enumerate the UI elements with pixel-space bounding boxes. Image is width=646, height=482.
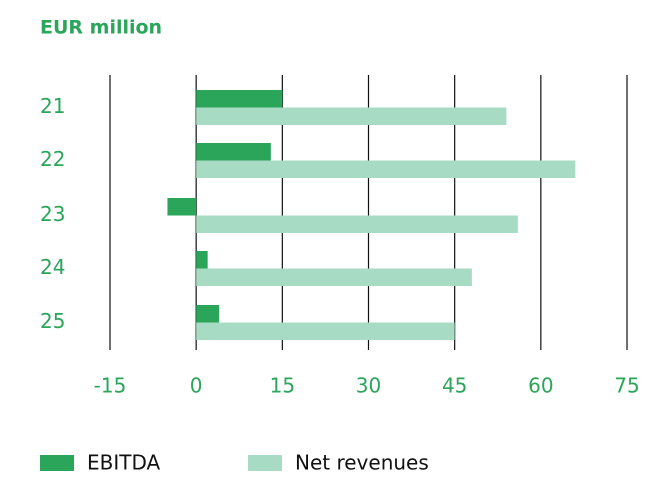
y-tick-label: 25 <box>40 309 65 333</box>
bar <box>196 322 455 340</box>
legend-swatch <box>40 455 74 471</box>
y-tick-label: 21 <box>40 94 65 118</box>
chart-title: EUR million <box>40 17 162 39</box>
bar <box>196 305 220 323</box>
bar <box>196 143 271 161</box>
x-tick-label: -15 <box>94 374 127 398</box>
bar <box>196 160 576 178</box>
legend-swatch <box>248 455 282 471</box>
bar <box>196 268 472 286</box>
y-tick-label: 22 <box>40 147 65 171</box>
y-tick-label: 24 <box>40 255 65 279</box>
x-tick-label: 30 <box>356 374 381 398</box>
legend-label: EBITDA <box>87 451 161 475</box>
x-tick-label: 45 <box>442 374 467 398</box>
bar <box>196 215 518 233</box>
y-tick-label: 23 <box>40 202 65 226</box>
bar <box>167 198 197 216</box>
bar <box>196 107 507 125</box>
x-tick-label: 75 <box>614 374 639 398</box>
x-tick-label: 15 <box>270 374 295 398</box>
bar <box>196 251 208 269</box>
bar <box>196 90 283 108</box>
legend-label: Net revenues <box>295 451 429 475</box>
x-tick-label: 0 <box>190 374 203 398</box>
x-tick-label: 60 <box>528 374 553 398</box>
